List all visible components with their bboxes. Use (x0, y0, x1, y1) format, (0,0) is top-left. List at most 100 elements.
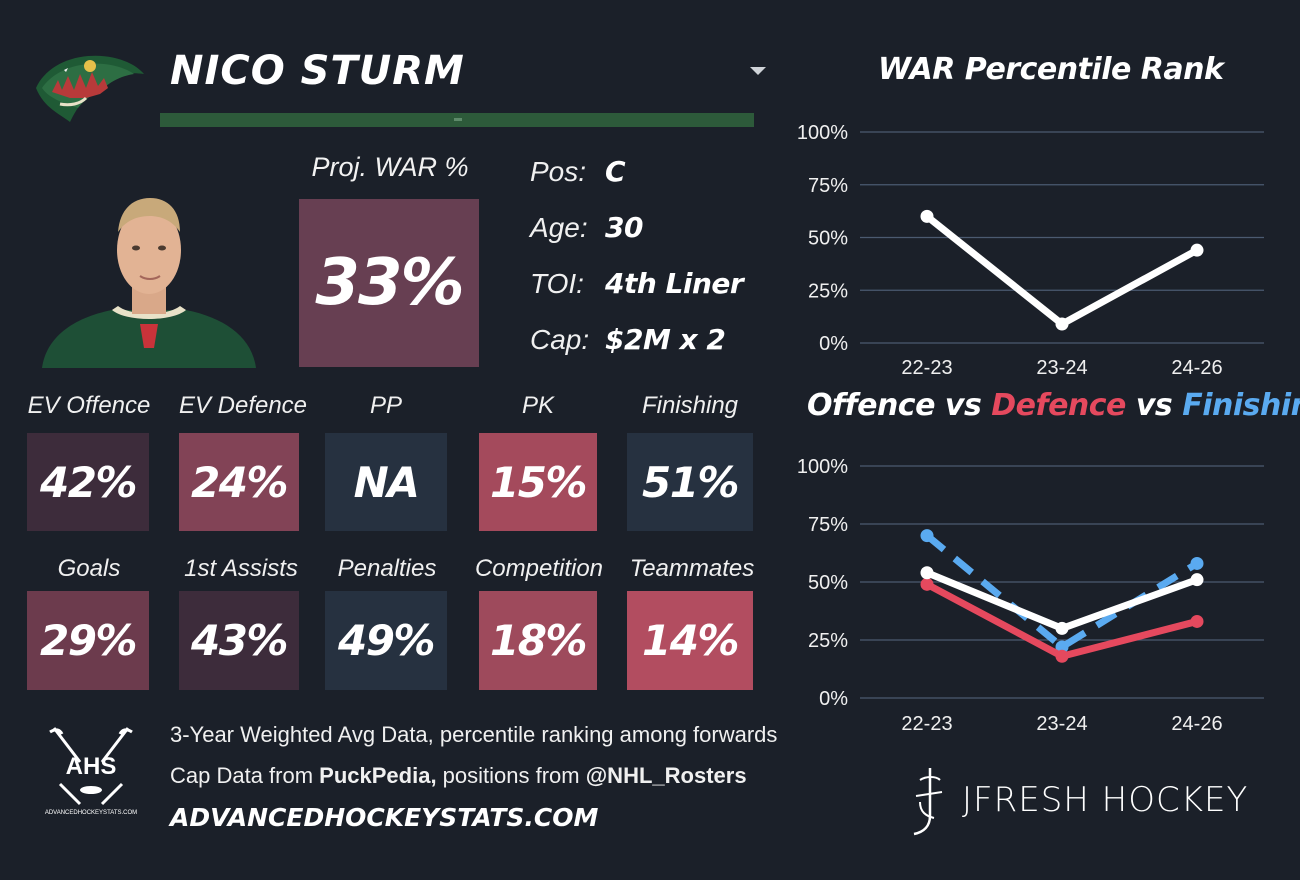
y-tick-label: 75% (808, 175, 848, 197)
y-tick-label: 25% (808, 630, 848, 652)
tile-value: 42% (39, 457, 138, 507)
war-percentile-chart: 0% 25% 50% 75% 100% 22-23 23-24 24-26 (797, 122, 1264, 379)
off-def-fin-chart: 0% 25% 50% 75% 100% 22-23 23-24 24-26 (797, 456, 1264, 735)
y-tick-label: 50% (808, 572, 848, 594)
tile-label-ev-offence: EV Offence (27, 392, 151, 419)
tile-goals: 29% (27, 591, 149, 690)
info-row-position: Pos: C (530, 155, 626, 188)
player-headshot (42, 198, 256, 368)
data-point (920, 577, 934, 591)
x-tick-label: 22-23 (901, 357, 952, 379)
footer-sources-prefix: Cap Data from (170, 763, 320, 788)
data-point (1190, 243, 1204, 257)
info-row-toi: TOI: 4th Liner (530, 267, 744, 300)
tile-label-finishing: Finishing (641, 392, 739, 419)
data-point (1190, 573, 1204, 587)
tile-label-pk: PK (521, 392, 554, 419)
title-part-vs2: vs (1125, 388, 1183, 423)
footer-line-data-note: 3-Year Weighted Avg Data, percentile ran… (170, 722, 778, 747)
title-part-offence: Offence (807, 388, 935, 423)
info-label: TOI: (530, 268, 584, 299)
tile-label-penalties: Penalties (337, 555, 437, 582)
tile-label-competition: Competition (474, 555, 604, 582)
tile-ev-defence: 24% (179, 433, 299, 531)
tile-ev-offence: 42% (27, 433, 149, 531)
data-point (1055, 649, 1069, 663)
team-logo (36, 55, 144, 123)
jfresh-brand: JFRESH HOCKEY (962, 780, 1249, 820)
tile-value: 18% (489, 616, 588, 665)
title-part-defence: Defence (991, 388, 1126, 423)
data-point (1190, 556, 1204, 570)
tile-value: 29% (39, 616, 138, 665)
tile-label-1st-assists: 1st Assists (184, 555, 298, 582)
series-line (923, 212, 1201, 328)
site-url-link[interactable]: ADVANCEDHOCKEYSTATS.COM (170, 803, 599, 832)
tile-value: 14% (641, 616, 740, 665)
x-tick-label: 23-24 (1036, 713, 1087, 735)
tile-value: NA (353, 457, 420, 507)
title-part-finishing: Finishing (1182, 388, 1300, 423)
info-value: C (605, 155, 626, 188)
x-tick-label: 24-26 (1171, 713, 1222, 735)
x-tick-label: 24-26 (1171, 357, 1222, 379)
data-point (1190, 614, 1204, 628)
info-value: 4th Liner (605, 267, 744, 300)
footer-sources-mid: positions from (436, 763, 586, 788)
chart-title-off-def-fin: Offence vs Defence vs Finishing (807, 388, 1300, 423)
tile-value: 51% (641, 457, 740, 507)
tile-label-teammates: Teammates (629, 555, 755, 582)
y-tick-label: 75% (808, 514, 848, 536)
tile-value: 15% (489, 457, 588, 507)
info-label: Age: (530, 212, 588, 243)
jfresh-logo-icon (913, 768, 943, 836)
data-point (1055, 640, 1069, 654)
ahs-logo: AHS ADVANCEDHOCKEYSTATS.COM (45, 727, 137, 816)
ahs-logo-text: AHS (66, 753, 117, 780)
y-tick-label: 100% (797, 456, 848, 478)
x-tick-label: 22-23 (901, 713, 952, 735)
nhl-rosters-link[interactable]: @NHL_Rosters (585, 763, 747, 788)
footer-line-sources: Cap Data from PuckPedia, positions from … (170, 763, 747, 789)
player-dropdown-icon[interactable] (750, 67, 766, 75)
tile-label-goals: Goals (57, 555, 121, 582)
tile-penalties: 49% (325, 591, 447, 690)
info-value: 30 (605, 211, 643, 244)
tile-label-pp: PP (369, 392, 402, 419)
info-row-age: Age: 30 (530, 211, 643, 244)
tile-finishing: 51% (627, 433, 753, 531)
chart-title-war: WAR Percentile Rank (878, 52, 1224, 87)
tile-label-ev-defence: EV Defence (178, 392, 308, 419)
tile-value: 24% (190, 457, 289, 507)
data-point (1055, 621, 1069, 635)
series-line (923, 569, 1201, 632)
info-row-cap: Cap: $2M x 2 (530, 323, 726, 356)
tile-value: 43% (190, 616, 289, 665)
info-label: Pos: (530, 156, 587, 187)
ahs-logo-sub: ADVANCEDHOCKEYSTATS.COM (45, 810, 137, 816)
info-value: $2M x 2 (605, 323, 726, 356)
data-point (1055, 317, 1069, 331)
player-name: NICO STURM (170, 48, 465, 94)
tile-value: 49% (337, 616, 436, 665)
proj-war-label: Proj. WAR % (311, 152, 469, 182)
info-label: Cap: (530, 324, 590, 355)
proj-war-box: 33% (299, 199, 479, 367)
y-tick-label: 0% (819, 688, 848, 710)
data-point (920, 566, 934, 580)
data-point (920, 209, 934, 223)
name-underline-bar (160, 113, 754, 127)
tile-teammates: 14% (627, 591, 753, 690)
tile-pk: 15% (479, 433, 597, 531)
tile-pp: NA (325, 433, 447, 531)
puckpedia-link[interactable]: PuckPedia, (319, 763, 437, 788)
y-tick-label: 0% (819, 333, 848, 355)
proj-war-value: 33% (315, 246, 464, 320)
tile-competition: 18% (479, 591, 597, 690)
y-tick-label: 100% (797, 122, 848, 144)
title-part-vs1: vs (934, 388, 992, 423)
data-point (920, 529, 934, 543)
x-tick-label: 23-24 (1036, 357, 1087, 379)
y-tick-label: 50% (808, 228, 848, 250)
tile-1st-assists: 43% (179, 591, 299, 690)
